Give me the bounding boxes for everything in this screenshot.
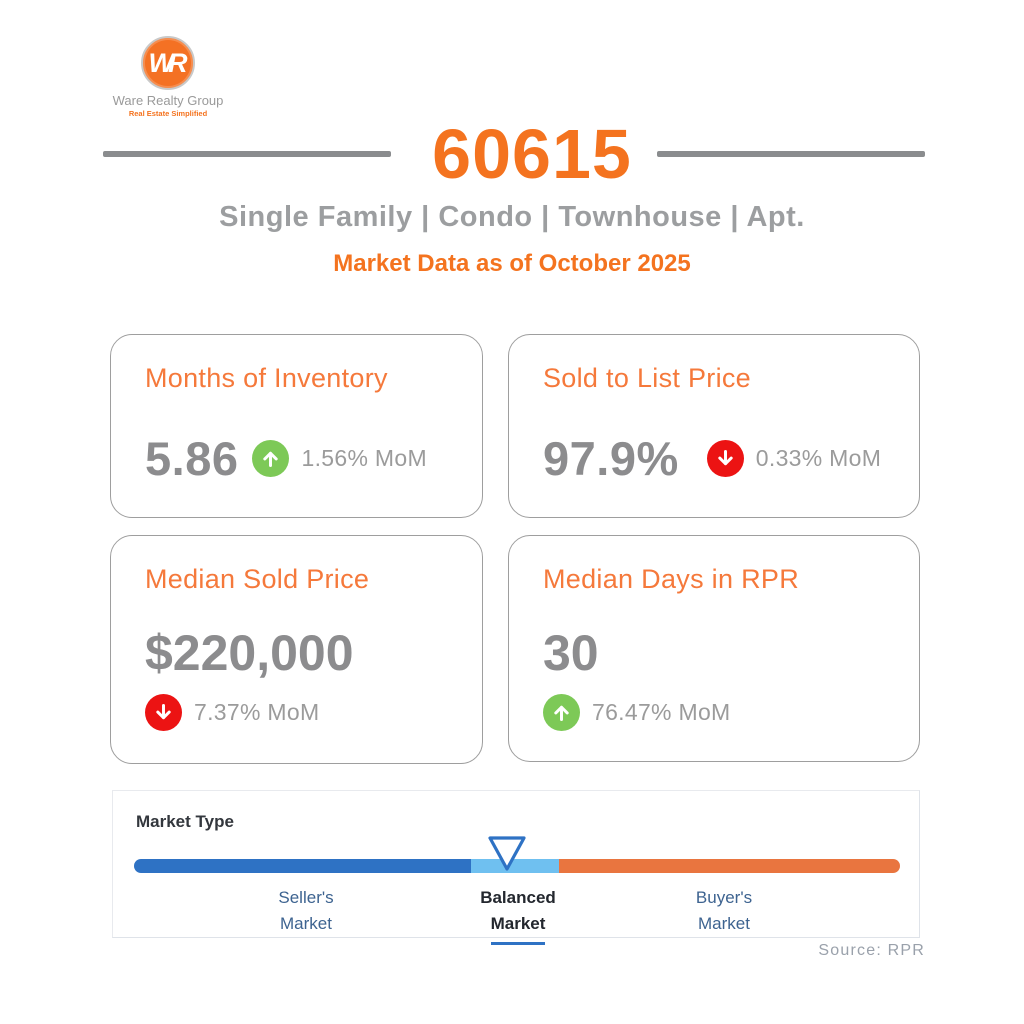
stat-value: $220,000 [145, 625, 354, 681]
stat-card-title: Median Days in RPR [543, 564, 799, 594]
stat-change: 7.37% MoM [194, 699, 320, 725]
stat-card-title: Median Sold Price [145, 564, 370, 594]
brand-logo: WR Ware Realty Group Real Estate Simplif… [106, 36, 230, 118]
market-type-widget: Market Type Seller's Market Balanced Mar… [112, 790, 920, 945]
gauge-segment-seller [134, 859, 472, 873]
stat-card-median-sold-price: Median Sold Price $220,000 7.37% MoM [110, 535, 483, 764]
logo-circle-icon: WR [141, 36, 195, 90]
arrow-down-icon [706, 440, 744, 477]
arrow-down-icon [145, 694, 182, 731]
property-types-subtitle: Single Family | Condo | Townhouse | Apt. [219, 201, 805, 233]
market-type-gauge-bar [134, 859, 900, 873]
zip-code-title: 60615 [432, 115, 632, 193]
gauge-segment-balanced [471, 859, 560, 873]
source-attribution: Source: RPR [818, 942, 925, 959]
stat-card-title: Months of Inventory [145, 363, 388, 393]
stat-change: 0.33% MoM [755, 445, 882, 471]
brand-name: Ware Realty Group [112, 93, 224, 108]
arrow-up-icon [543, 694, 580, 731]
stat-value: 30 [543, 625, 599, 681]
stat-value: 97.9% [543, 432, 679, 485]
brand-tagline: Real Estate Simplified [128, 109, 208, 118]
stat-card-title: Sold to List Price [543, 363, 751, 393]
gauge-pointer-triangle-icon [487, 835, 527, 873]
divider-right [657, 151, 925, 157]
label-buyers-market: Buyer's Market [695, 888, 753, 933]
stat-change: 76.47% MoM [592, 699, 731, 725]
label-balanced-market-selected: Balanced Market [438, 885, 598, 945]
arrow-up-icon [252, 440, 290, 477]
stat-card-months-of-inventory: Months of Inventory 5.86 1.56% MoM [110, 334, 483, 518]
label-sellers-market: Seller's Market [278, 888, 334, 933]
stat-value: 5.86 [145, 432, 239, 485]
gauge-segment-buyer [559, 859, 900, 873]
stat-card-sold-to-list-price: Sold to List Price 97.9% 0.33% MoM [508, 334, 920, 518]
logo-monogram: WR [148, 47, 188, 78]
stat-change: 1.56% MoM [301, 445, 427, 471]
stat-card-median-days-in-rpr: Median Days in RPR 30 76.47% MoM [508, 535, 920, 762]
market-type-label: Market Type [136, 812, 234, 831]
divider-left [103, 151, 391, 157]
market-data-date: Market Data as of October 2025 [333, 250, 691, 277]
